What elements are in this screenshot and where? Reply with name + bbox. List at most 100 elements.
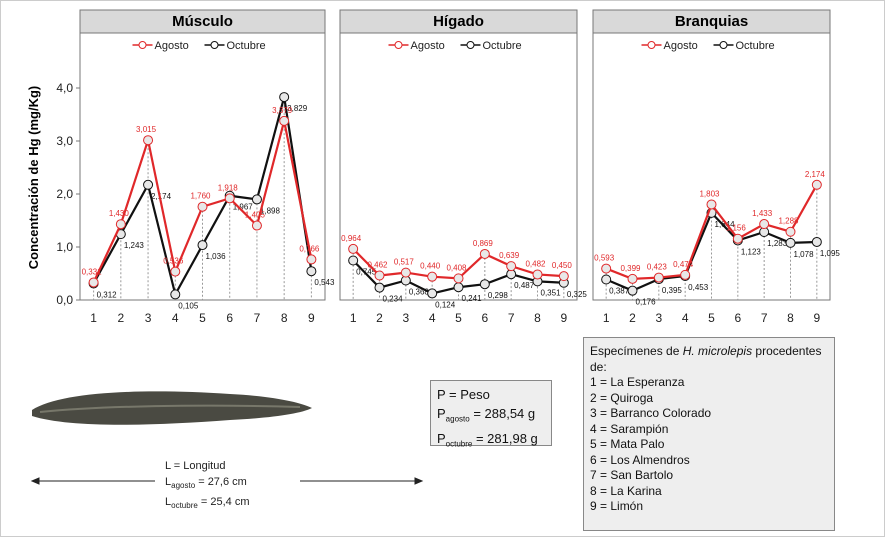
value-label: 0,387 <box>609 286 630 295</box>
weight-october: Poctubre = 281,98 g <box>437 429 545 454</box>
x-tick-label: 3 <box>145 311 152 325</box>
point <box>812 180 821 189</box>
heading-prefix: Especímenes de <box>590 344 683 358</box>
point <box>628 274 637 283</box>
value-label: 1,760 <box>190 192 211 201</box>
point <box>225 194 234 203</box>
point <box>480 249 489 258</box>
x-tick-label: 8 <box>281 311 288 325</box>
value: = 25,4 cm <box>198 496 250 508</box>
point <box>375 271 384 280</box>
y-tick-label: 0,0 <box>56 293 73 307</box>
specimens-list: 1 = La Esperanza2 = Quiroga3 = Barranco … <box>590 375 828 515</box>
y-axis-title: Concentración de Hg (mg/Kg) <box>26 86 41 269</box>
x-tick-label: 5 <box>199 311 206 325</box>
value-label: 1,156 <box>726 224 747 233</box>
x-tick-label: 4 <box>429 311 436 325</box>
value-label: 0,351 <box>541 288 562 297</box>
point <box>428 272 437 281</box>
point <box>349 244 358 253</box>
specimen-item: 8 = La Karina <box>590 484 828 500</box>
x-tick-label: 7 <box>254 311 261 325</box>
value-label: 0,487 <box>514 281 535 290</box>
point <box>375 283 384 292</box>
point <box>171 267 180 276</box>
specimen-item: 3 = Barranco Colorado <box>590 406 828 422</box>
x-tick-label: 1 <box>603 311 610 325</box>
value-label: 0,474 <box>673 260 694 269</box>
legend-marker <box>467 42 474 49</box>
point <box>171 290 180 299</box>
value-label: 0,395 <box>662 286 683 295</box>
value-label: 1,918 <box>218 183 239 192</box>
value-label: 3,379 <box>272 106 293 115</box>
plot-frame <box>593 33 830 300</box>
point <box>280 93 289 102</box>
point <box>786 227 795 236</box>
x-tick-label: 1 <box>350 311 357 325</box>
value-label: 0,482 <box>525 259 546 268</box>
panel-title: Branquias <box>675 13 748 30</box>
value-label: 1,405 <box>245 211 266 220</box>
x-tick-label: 7 <box>508 311 515 325</box>
specimens-heading: Especímenes de H. microlepis procedentes… <box>590 344 828 375</box>
point <box>401 268 410 277</box>
weight-title: P = Peso <box>437 385 545 404</box>
point <box>786 238 795 247</box>
specimens-box: Especímenes de H. microlepis procedentes… <box>583 337 835 531</box>
x-tick-label: 4 <box>682 311 689 325</box>
point <box>252 221 261 230</box>
legend-label: Octubre <box>483 40 522 52</box>
weight-august: Pagosto = 288,54 g <box>437 404 545 429</box>
value-label: 0,517 <box>394 258 415 267</box>
value: = 288,54 g <box>470 406 535 421</box>
value-label: 0,331 <box>82 267 103 276</box>
value-label: 0,105 <box>178 301 199 310</box>
specimen-item: 9 = Limón <box>590 499 828 515</box>
x-tick-label: 6 <box>481 311 488 325</box>
value-label: 0,869 <box>473 239 494 248</box>
value-label: 1,288 <box>778 217 799 226</box>
value-label: 0,423 <box>647 263 668 272</box>
point <box>602 275 611 284</box>
value-label: 1,803 <box>699 189 720 198</box>
subscript: octubre <box>446 439 473 448</box>
subscript: agosto <box>446 415 470 424</box>
point <box>307 267 316 276</box>
value-label: 0,241 <box>462 294 483 303</box>
point <box>559 272 568 281</box>
legend-marker <box>720 42 727 49</box>
x-tick-label: 4 <box>172 311 179 325</box>
length-title: L = Longitud <box>165 458 249 474</box>
subscript: agosto <box>171 481 195 490</box>
y-tick-label: 4,0 <box>56 81 73 95</box>
value-label: 0,312 <box>97 290 118 299</box>
x-tick-label: 2 <box>117 311 124 325</box>
point <box>760 220 769 229</box>
symbol: P <box>437 431 446 446</box>
value-label: 0,298 <box>488 291 509 300</box>
length-august: Lagosto = 27,6 cm <box>165 474 249 494</box>
value-label: 3,015 <box>136 125 157 134</box>
value-label: 0,124 <box>435 300 456 309</box>
value-label: 1,123 <box>741 247 762 256</box>
panel-title: Músculo <box>172 13 233 30</box>
point <box>428 289 437 298</box>
specimen-item: 5 = Mata Palo <box>590 437 828 453</box>
x-tick-label: 7 <box>761 311 768 325</box>
page: MúsculoAgostoOctubre0,01,02,03,04,0Conce… <box>0 0 885 537</box>
specimen-item: 4 = Sarampión <box>590 422 828 438</box>
point <box>144 180 153 189</box>
value-label: 1,243 <box>124 241 145 250</box>
subscript: octubre <box>171 501 198 510</box>
x-tick-label: 5 <box>708 311 715 325</box>
x-tick-label: 2 <box>629 311 636 325</box>
point <box>144 136 153 145</box>
specimen-item: 7 = San Bartolo <box>590 468 828 484</box>
value-label: 0,766 <box>299 244 320 253</box>
fish <box>32 391 312 424</box>
value: = 27,6 cm <box>195 476 247 488</box>
value-label: 0,593 <box>594 254 615 263</box>
legend-label: Agosto <box>155 40 189 52</box>
point <box>307 255 316 264</box>
